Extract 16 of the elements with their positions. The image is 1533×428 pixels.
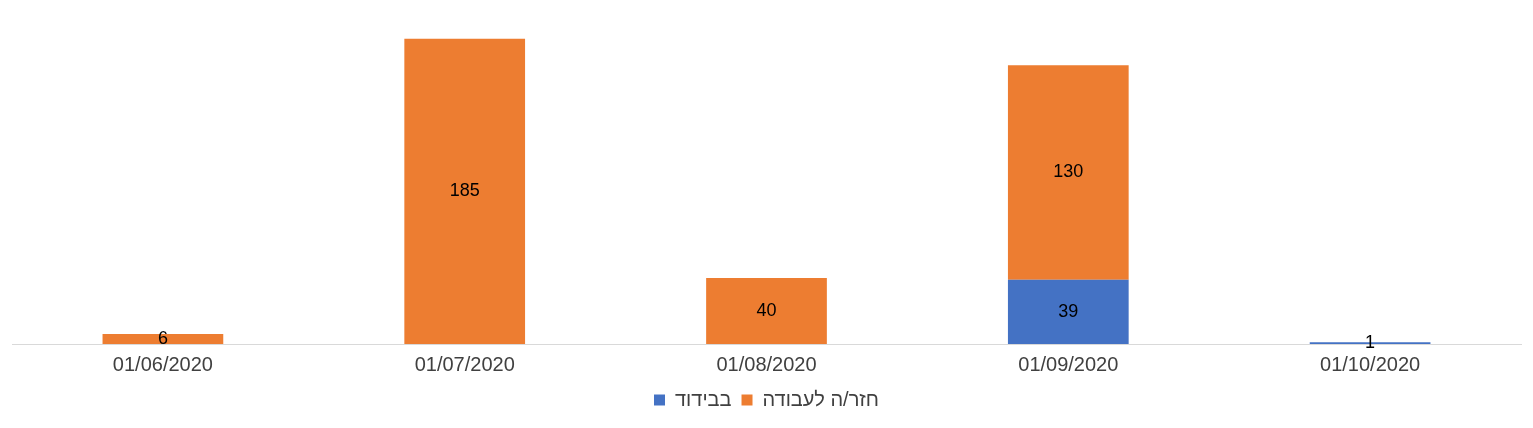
x-tick-label: 01/10/2020 xyxy=(1320,352,1421,375)
data-label: 6 xyxy=(157,328,168,349)
x-tick-label: 01/07/2020 xyxy=(414,352,515,375)
data-label: 130 xyxy=(1053,161,1084,182)
bar xyxy=(1007,65,1129,280)
bar xyxy=(1007,279,1129,344)
data-label: 40 xyxy=(756,299,777,320)
legend-label: בבידוד xyxy=(675,387,732,410)
x-tick-label: 01/09/2020 xyxy=(1018,352,1119,375)
data-label: 185 xyxy=(449,180,480,201)
x-tick-label: 01/06/2020 xyxy=(112,352,213,375)
bar xyxy=(404,38,526,344)
data-label: 39 xyxy=(1058,300,1079,321)
x-tick-label: 01/08/2020 xyxy=(716,352,817,375)
bar xyxy=(706,278,827,344)
legend-label: חזר/ה לעבודה xyxy=(762,387,879,410)
